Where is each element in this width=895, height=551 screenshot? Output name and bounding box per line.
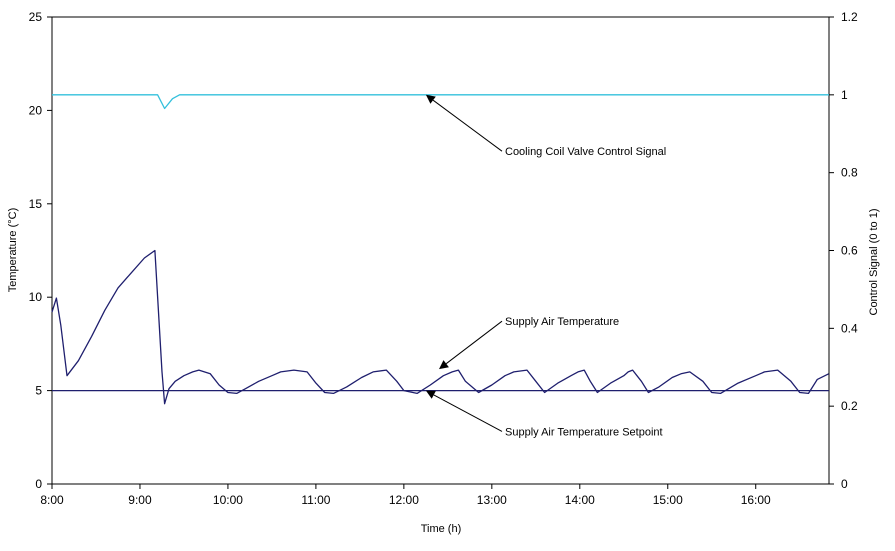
annotation-layer: Cooling Coil Valve Control Signal Supply … [425,94,666,438]
x-tick-label: 8:00 [40,493,64,507]
y-tick-label-right: 0.4 [841,321,858,335]
series-line-supply-air-temperature [51,249,829,405]
plot-frame [51,16,830,485]
y-tick-label-left: 20 [29,103,43,117]
y-tick-label-right: 1.2 [841,10,858,24]
x-tick-label: 12:00 [389,493,419,507]
y-tick-label-right: 0.8 [841,166,858,180]
y-tick-label-left: 0 [35,477,42,491]
annotation-arrow-line [445,320,503,365]
annotation-arrow-head [425,390,436,399]
tick-labels: 8:00 9:00 10:00 11:00 12:00 13:00 14:00 15:00 16… [29,10,858,507]
series-layer [51,94,829,405]
annotation-arrow-line [432,99,503,152]
x-tick-label: 13:00 [477,493,507,507]
annotation-label: Supply Air Temperature Setpoint [505,426,663,438]
x-tick-label: 16:00 [741,493,771,507]
y-tick-label-right: 1 [841,88,848,102]
y-tick-label-right: 0.6 [841,244,858,258]
x-tick-label: 11:00 [301,493,330,507]
y-axis-title-right: Control Signal (0 to 1) [868,209,880,316]
x-tick-label: 10:00 [213,493,243,507]
x-tick-label: 15:00 [653,493,683,507]
x-axis-title: Time (h) [421,523,462,535]
y-tick-label-left: 5 [35,384,42,398]
y-tick-label-right: 0.2 [841,399,858,413]
y-tick-label-left: 10 [29,290,43,304]
annotation-arrow-head [425,94,436,104]
annotation-arrow-line [433,394,503,432]
y-axis-title-left: Temperature (°C) [7,208,19,292]
annotation-label: Supply Air Temperature [505,316,619,328]
annotation-arrow-head [439,360,449,370]
x-tick-label: 14:00 [565,493,595,507]
y-tick-label-right: 0 [841,477,848,491]
series-line-cooling-coil-valve-control-signal [52,94,829,110]
annotation-label: Cooling Coil Valve Control Signal [505,146,666,158]
y-tick-label-left: 25 [29,10,43,24]
tick-marks [47,16,834,489]
x-tick-label: 9:00 [128,493,152,507]
y-tick-label-left: 15 [29,197,43,211]
